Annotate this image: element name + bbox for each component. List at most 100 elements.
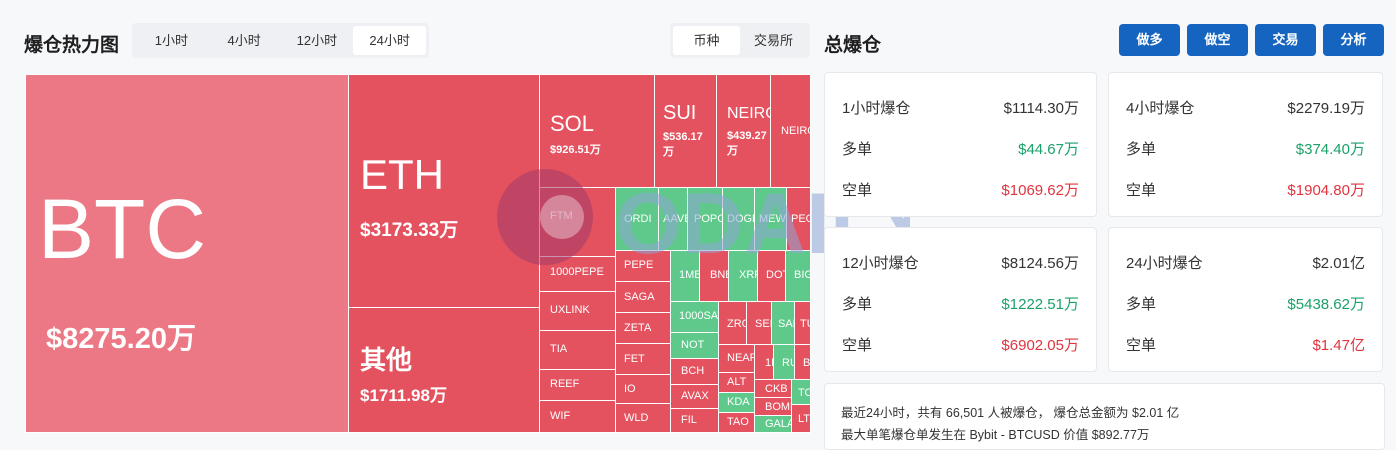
card-total-row: 24小时爆仓 $2.01亿 bbox=[1126, 252, 1365, 272]
treemap-cell-zro[interactable]: ZRO bbox=[718, 301, 747, 345]
group-by-tabs: 币种 交易所 bbox=[670, 23, 810, 58]
cell-symbol: LTC bbox=[798, 413, 811, 425]
treemap-cell-sui[interactable]: SUI $536.17万 bbox=[654, 74, 717, 188]
treemap-cell-saga[interactable]: SAGA bbox=[615, 281, 671, 313]
cell-symbol: IO bbox=[624, 383, 636, 395]
card-label: 1小时爆仓 bbox=[842, 100, 911, 117]
treemap-cell-sol[interactable]: SOL $926.51万 bbox=[539, 74, 655, 188]
cell-symbol: BLUR bbox=[803, 357, 811, 369]
tab-4h[interactable]: 4小时 bbox=[227, 33, 261, 48]
cell-symbol: FET bbox=[624, 353, 645, 365]
cell-symbol: NEIRO bbox=[727, 105, 770, 122]
short-button[interactable]: 做空 bbox=[1187, 24, 1248, 56]
treemap-cell-tia[interactable]: TIA bbox=[539, 330, 616, 370]
treemap-cell-rune[interactable]: RUNE bbox=[773, 344, 795, 380]
treemap-cell-doge[interactable]: DOGE bbox=[722, 187, 755, 251]
analysis-button[interactable]: 分析 bbox=[1323, 24, 1384, 56]
treemap-cell-btc[interactable]: BTC $8275.20万 bbox=[25, 74, 349, 433]
treemap-cell-dot[interactable]: DOT bbox=[757, 250, 786, 302]
treemap-cell-not[interactable]: NOT bbox=[670, 332, 719, 359]
treemap-cell-people[interactable]: PEOPLE bbox=[786, 187, 811, 251]
treemap-cell-sei[interactable]: SEI bbox=[746, 301, 772, 345]
treemap-cell-neiro-2[interactable]: NEIRO bbox=[770, 74, 811, 188]
treemap-cell-1000pepe[interactable]: 1000PEPE bbox=[539, 256, 616, 292]
long-value: $5438.62万 bbox=[1287, 296, 1365, 313]
long-label: 多单 bbox=[842, 296, 873, 313]
treemap-cell-1mbabydoge[interactable]: 1MBABYDOGE bbox=[670, 250, 700, 302]
cell-symbol: 1INCH bbox=[765, 357, 774, 369]
treemap-cell-avax[interactable]: AVAX bbox=[670, 384, 719, 409]
tab-1h[interactable]: 1小时 bbox=[154, 33, 188, 48]
treemap-cell-bch[interactable]: BCH bbox=[670, 358, 719, 385]
short-label: 空单 bbox=[1126, 182, 1157, 199]
treemap-cell-kda[interactable]: KDA bbox=[718, 392, 755, 413]
treemap-cell-pepe[interactable]: PEPE bbox=[615, 250, 671, 282]
cell-symbol: ORDI bbox=[624, 213, 652, 225]
long-value: $44.67万 bbox=[1018, 141, 1079, 158]
treemap-cell-1inch[interactable]: 1INCH bbox=[754, 344, 774, 380]
treemap-cell-ltc[interactable]: LTC bbox=[791, 404, 811, 433]
treemap-cell-eth[interactable]: ETH $3173.33万 bbox=[348, 74, 540, 308]
treemap-cell-turbo[interactable]: TURBO bbox=[794, 301, 811, 345]
long-label: 多单 bbox=[1126, 296, 1157, 313]
treemap-cell-mew[interactable]: MEW bbox=[754, 187, 787, 251]
treemap-cell-near[interactable]: NEAR bbox=[718, 344, 755, 373]
treemap-cell-zeta[interactable]: ZETA bbox=[615, 312, 671, 344]
treemap-cell-fet[interactable]: FET bbox=[615, 343, 671, 375]
tab-24h[interactable]: 24小时 bbox=[353, 26, 426, 55]
treemap-cell-alt[interactable]: ALT bbox=[718, 372, 755, 393]
cell-symbol: BNB bbox=[710, 269, 728, 281]
treemap-cell-xrp[interactable]: XRP bbox=[728, 250, 758, 302]
short-label: 空单 bbox=[1126, 337, 1157, 354]
treemap-cell-other[interactable]: 其他 $1711.98万 bbox=[348, 307, 540, 433]
card-total-value: $2279.19万 bbox=[1287, 100, 1365, 117]
treemap-cell-blur[interactable]: BLUR bbox=[794, 344, 811, 380]
tab-12h[interactable]: 12小时 bbox=[296, 33, 338, 48]
cell-symbol: REEF bbox=[550, 378, 580, 390]
tab-exchange[interactable]: 交易所 bbox=[753, 33, 793, 48]
card-total-value: $2.01亿 bbox=[1312, 255, 1365, 272]
heatmap-title: 爆仓热力图 bbox=[24, 35, 120, 56]
treemap-cell-bigtime[interactable]: BIGTIME bbox=[785, 250, 811, 302]
tab-coin[interactable]: 币种 bbox=[673, 26, 740, 55]
treemap-cell-aave[interactable]: AAVE bbox=[658, 187, 688, 251]
cell-value: $536.17万 bbox=[663, 131, 703, 158]
treemap-cell-bnb[interactable]: BNB bbox=[699, 250, 729, 302]
treemap-cell-ordi[interactable]: ORDI bbox=[615, 187, 659, 251]
cell-symbol: WLD bbox=[624, 412, 649, 424]
treemap-cell-ckb[interactable]: CKB bbox=[754, 379, 792, 398]
cell-symbol: SAND bbox=[778, 318, 794, 330]
cell-symbol: AAVE bbox=[663, 213, 687, 225]
treemap-cell-neiro[interactable]: NEIRO $439.27万 bbox=[716, 74, 771, 188]
treemap-cell-wif[interactable]: WIF bbox=[539, 400, 616, 433]
card-short-row: 空单 $6902.05万 bbox=[842, 334, 1079, 354]
treemap-cell-wld[interactable]: WLD bbox=[615, 403, 671, 433]
trade-button[interactable]: 交易 bbox=[1255, 24, 1316, 56]
treemap-cell-sand[interactable]: SAND bbox=[771, 301, 795, 345]
treemap-cell-ftm[interactable]: FTM bbox=[539, 187, 616, 257]
long-value: $374.40万 bbox=[1295, 141, 1365, 158]
cell-symbol: PEOPLE bbox=[791, 213, 810, 225]
treemap-cell-io[interactable]: IO bbox=[615, 374, 671, 404]
treemap-cell-fil[interactable]: FIL bbox=[670, 408, 719, 433]
cell-value: $1711.98万 bbox=[360, 386, 447, 405]
card-total-row: 4小时爆仓 $2279.19万 bbox=[1126, 97, 1365, 117]
long-label: 多单 bbox=[842, 141, 873, 158]
cell-symbol: FTM bbox=[550, 210, 573, 222]
treemap-cell-ton[interactable]: TON bbox=[791, 379, 811, 405]
treemap-cell-bome[interactable]: BOME bbox=[754, 397, 792, 416]
treemap-cell-1000sats[interactable]: 1000SATS bbox=[670, 301, 719, 333]
treemap-cell-reef[interactable]: REEF bbox=[539, 369, 616, 401]
cell-symbol: 其他 bbox=[360, 345, 413, 375]
cell-symbol: MEW bbox=[759, 213, 786, 225]
treemap-cell-tao[interactable]: TAO bbox=[718, 412, 755, 433]
treemap-cell-popcat[interactable]: POPCAT bbox=[687, 187, 723, 251]
treemap-cell-uxlink[interactable]: UXLINK bbox=[539, 291, 616, 331]
long-label: 多单 bbox=[1126, 141, 1157, 158]
long-button[interactable]: 做多 bbox=[1119, 24, 1180, 56]
card-label: 24小时爆仓 bbox=[1126, 255, 1203, 272]
cell-symbol: 1000PEPE bbox=[550, 266, 604, 278]
cell-symbol: AVAX bbox=[681, 390, 709, 402]
treemap-cell-gala[interactable]: GALA bbox=[754, 415, 792, 433]
